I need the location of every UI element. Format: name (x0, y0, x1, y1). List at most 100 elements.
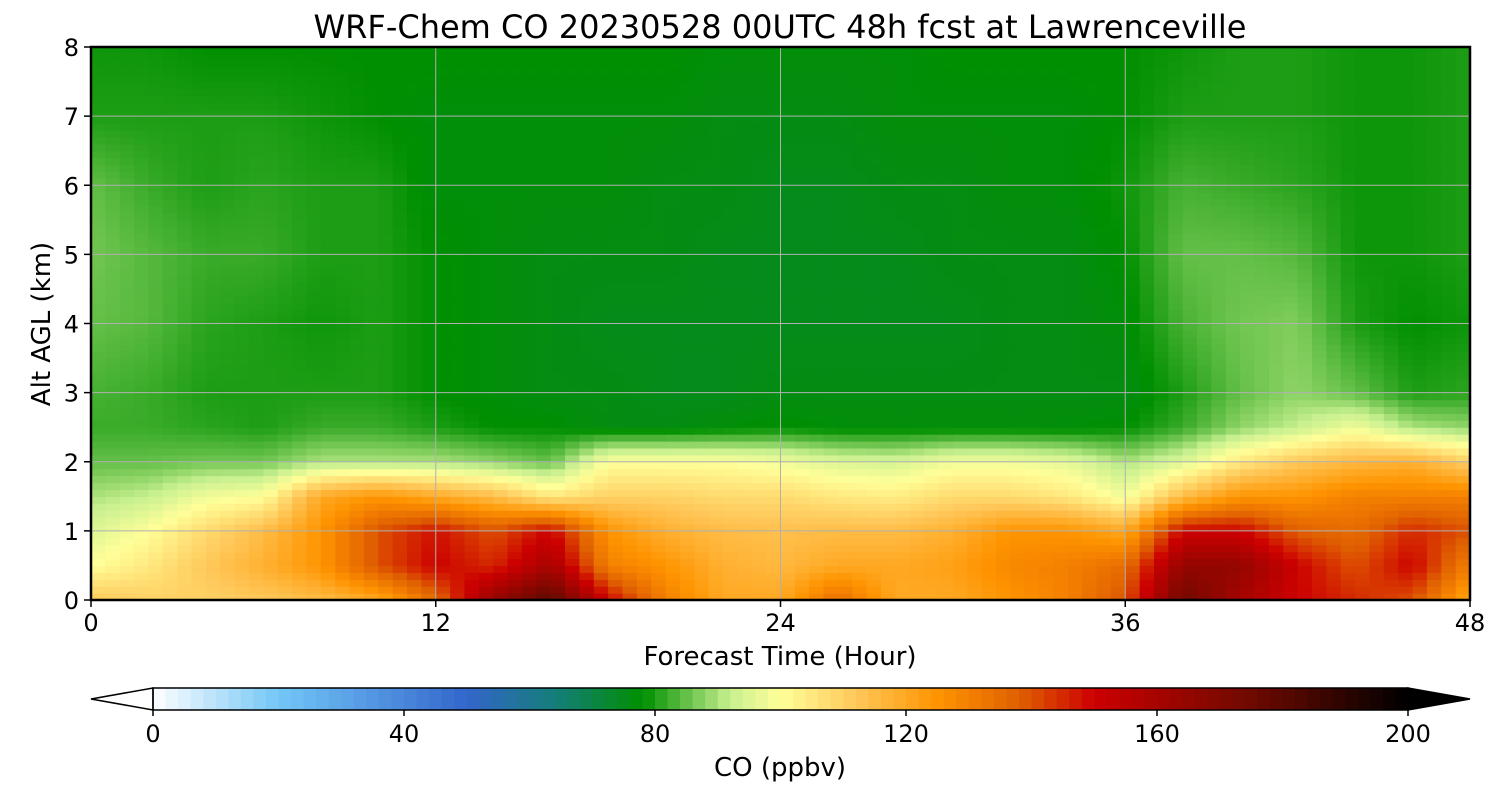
heatmap-cell (249, 268, 264, 276)
heatmap-cell (636, 572, 652, 580)
heatmap-cell (105, 593, 121, 601)
heatmap-cell (1082, 565, 1098, 573)
heatmap-cell (263, 544, 279, 553)
heatmap-cell (636, 261, 652, 269)
heatmap-cell (1067, 344, 1083, 352)
heatmap-cell (220, 537, 236, 546)
heatmap-cell (665, 454, 681, 463)
heatmap-cell (536, 482, 552, 490)
heatmap-cell (220, 378, 236, 387)
heatmap-cell (1053, 496, 1069, 504)
heatmap-cell (1082, 420, 1098, 428)
heatmap-cell (1398, 344, 1414, 352)
heatmap-cell (1039, 579, 1055, 587)
heatmap-cell (995, 420, 1011, 428)
heatmap-cell (751, 447, 767, 456)
heatmap-cell (1311, 482, 1327, 490)
heatmap-cell (320, 247, 336, 255)
heatmap-cell (1455, 323, 1471, 332)
heatmap-cell (967, 482, 983, 490)
heatmap-cell (392, 288, 408, 297)
heatmap-cell (1426, 565, 1442, 573)
heatmap-cell (1182, 351, 1198, 359)
heatmap-cell (579, 399, 595, 408)
heatmap-cell (1110, 434, 1126, 442)
heatmap-cell (1110, 413, 1126, 421)
heatmap-cell (1153, 413, 1169, 421)
heatmap-cell (1182, 565, 1198, 573)
heatmap-cell (550, 413, 566, 421)
heatmap-cell (335, 399, 351, 408)
heatmap-cell (967, 351, 983, 359)
heatmap-cell (306, 475, 322, 484)
heatmap-cell (1455, 496, 1471, 504)
heatmap-cell (1455, 364, 1471, 373)
heatmap-cell (464, 434, 480, 442)
heatmap-cell (550, 302, 566, 311)
heatmap-cell (924, 496, 940, 504)
heatmap-cell (450, 240, 466, 249)
heatmap-cell (1125, 468, 1141, 477)
heatmap-cell (737, 593, 753, 601)
heatmap-cell (837, 344, 853, 352)
heatmap-cell (335, 254, 351, 262)
heatmap-cell (1225, 434, 1241, 442)
heatmap-cell (694, 420, 710, 428)
heatmap-cell (579, 482, 595, 490)
heatmap-cell (723, 399, 738, 408)
heatmap-cell (780, 420, 796, 428)
heatmap-cell (162, 406, 178, 414)
heatmap-cell (1240, 572, 1256, 580)
heatmap-cell (881, 427, 897, 435)
heatmap-cell (694, 275, 710, 283)
heatmap-cell (91, 413, 106, 421)
heatmap-cell (1211, 510, 1227, 518)
heatmap-cell (363, 261, 379, 269)
heatmap-cell (909, 544, 925, 553)
heatmap-cell (249, 475, 264, 484)
heatmap-cell (1225, 510, 1241, 518)
heatmap-cell (1426, 551, 1442, 560)
heatmap-cell (191, 530, 207, 539)
heatmap-cell (421, 530, 437, 539)
heatmap-cell (1211, 586, 1227, 594)
heatmap-cell (1182, 323, 1198, 332)
heatmap-cell (938, 503, 954, 511)
heatmap-cell (1240, 392, 1256, 401)
heatmap-cell (780, 496, 796, 504)
heatmap-cell (177, 593, 193, 601)
heatmap-cell (1254, 475, 1270, 484)
heatmap-cell (636, 579, 652, 587)
heatmap-cell (134, 586, 150, 594)
heatmap-cell (579, 288, 595, 297)
heatmap-cell (679, 385, 695, 394)
heatmap-cell (608, 523, 624, 532)
heatmap-cell (1311, 302, 1327, 311)
heatmap-cell (1125, 261, 1141, 269)
heatmap-cell (277, 503, 293, 511)
heatmap-cell (608, 378, 624, 387)
heatmap-cell (277, 544, 293, 553)
heatmap-cell (1426, 579, 1442, 587)
heatmap-cell (1297, 399, 1313, 408)
heatmap-cell (751, 558, 767, 567)
heatmap-cell (593, 510, 609, 518)
heatmap-cell (464, 517, 480, 525)
heatmap-cell (1311, 489, 1327, 497)
heatmap-cell (1297, 295, 1313, 304)
heatmap-cell (493, 537, 509, 546)
heatmap-cell (852, 579, 868, 587)
heatmap-cell (665, 337, 681, 345)
heatmap-cell (1067, 385, 1083, 394)
heatmap-cell (651, 406, 667, 414)
heatmap-cell (335, 530, 351, 539)
heatmap-cell (1268, 337, 1284, 345)
heatmap-cell (1211, 288, 1227, 297)
heatmap-cell (507, 392, 523, 401)
heatmap-cell (306, 510, 322, 518)
heatmap-cell (622, 579, 638, 587)
heatmap-cell (1139, 530, 1155, 539)
heatmap-cell (751, 454, 767, 463)
heatmap-cell (1139, 482, 1155, 490)
heatmap-cell (823, 302, 839, 311)
